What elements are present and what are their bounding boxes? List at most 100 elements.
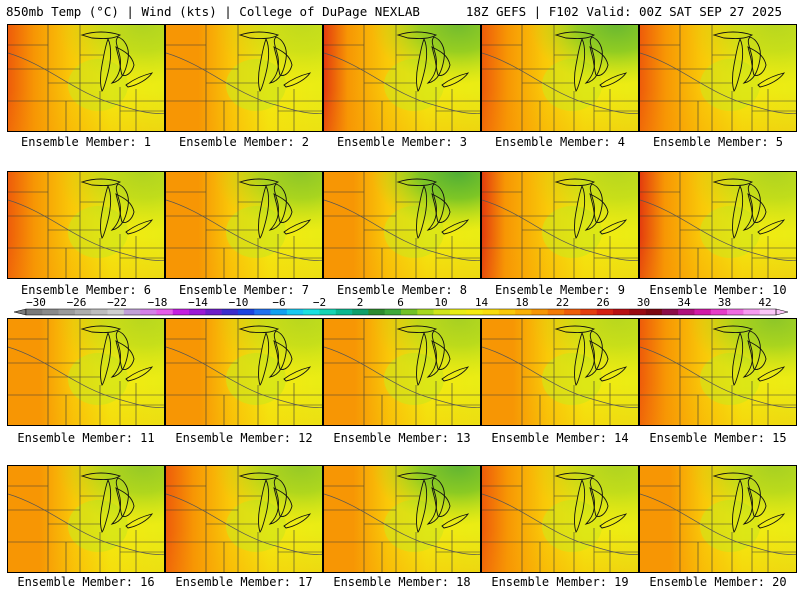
colorbar-swatch [140,309,157,315]
colorbar-tick-label: 26 [596,296,609,309]
temperature-map [482,466,638,572]
colorbar-swatch [303,309,320,315]
temperature-map [324,172,480,278]
ensemble-member-label: Ensemble Member: 6 [20,283,152,297]
ensemble-member-label: Ensemble Member: 11 [17,431,155,445]
colorbar-swatch [678,309,695,315]
ensemble-panel [323,24,481,132]
colorbar-tick-label: 10 [434,296,447,309]
colorbar-swatch [433,309,451,315]
colorbar-swatch [368,309,385,315]
colorbar-swatch [205,309,222,315]
ensemble-panel [481,318,639,426]
colorbar-swatch [384,309,402,315]
colorbar-tick-label: −30 [26,296,46,309]
colorbar-tick-label: 34 [677,296,691,309]
temperature-map [324,25,480,131]
temperature-map [640,172,796,278]
temperature-map [482,25,638,131]
colorbar-swatch [759,309,777,315]
ensemble-panel [481,171,639,279]
colorbar-swatch [612,309,630,315]
colorbar-swatch [123,309,141,315]
temperature-map [166,172,322,278]
ensemble-panel [7,171,165,279]
ensemble-member-label: Ensemble Member: 18 [333,575,471,589]
colorbar-tick-label: −14 [188,296,208,309]
temperature-map [166,319,322,425]
colorbar-swatch [547,309,565,315]
colorbar-tick-label: −22 [107,296,127,309]
temperature-map [324,319,480,425]
temperature-map [8,25,164,131]
colorbar-swatch [580,309,597,315]
ensemble-panel [7,465,165,573]
colorbar-swatch [42,309,59,315]
temperature-map [166,25,322,131]
colorbar-tick-label: 18 [515,296,528,309]
run-valid-time: 18Z GEFS | F102 Valid: 00Z SAT SEP 27 20… [465,4,782,19]
ensemble-member-label: Ensemble Member: 5 [652,135,784,149]
colorbar-tick-label: 22 [556,296,569,309]
colorbar-left-arrow [13,308,27,316]
ensemble-member-label: Ensemble Member: 1 [20,135,152,149]
colorbar-tick-label: 2 [357,296,364,309]
colorbar-swatch [482,309,500,315]
ensemble-panel [7,24,165,132]
colorbar-swatch [58,309,76,315]
ensemble-panel [165,465,323,573]
colorbar-swatch [694,309,712,315]
colorbar-swatch [352,309,369,315]
colorbar-swatch [629,309,646,315]
ensemble-panel [481,465,639,573]
colorbar-swatch [107,309,125,315]
colorbar-swatch [727,309,744,315]
ensemble-member-label: Ensemble Member: 2 [178,135,310,149]
colorbar-tick-label: 6 [397,296,404,309]
colorbar-swatch [237,309,255,315]
colorbar-swatch [498,309,516,315]
colorbar-swatch [286,309,304,315]
colorbar-swatch [515,309,532,315]
ensemble-member-label: Ensemble Member: 17 [175,575,313,589]
ensemble-panel [639,171,797,279]
colorbar-swatch [417,309,434,315]
temperature-map [482,172,638,278]
colorbar-swatch [564,309,581,315]
ensemble-panel [165,24,323,132]
colorbar-swatch [74,309,92,315]
colorbar-tick-label: 14 [475,296,489,309]
ensemble-panel [165,318,323,426]
colorbar-tick-label: −6 [272,296,285,309]
colorbar-swatch [189,309,206,315]
ensemble-member-label: Ensemble Member: 20 [649,575,787,589]
temperature-map [482,319,638,425]
temperature-map [640,25,796,131]
temperature-map [640,466,796,572]
colorbar-swatch [661,309,679,315]
colorbar-swatch [221,309,239,315]
colorbar-swatch [710,309,728,315]
colorbar-swatch [466,309,483,315]
temperature-map [640,319,796,425]
colorbar-swatch [449,309,467,315]
colorbar-swatch [254,309,271,315]
colorbar-tick-label: −18 [148,296,168,309]
colorbar-tick-label: 38 [718,296,731,309]
ensemble-panel [639,465,797,573]
colorbar-swatch [156,309,174,315]
temperature-map [166,466,322,572]
colorbar-swatch [172,309,190,315]
ensemble-member-label: Ensemble Member: 3 [336,135,468,149]
ensemble-member-label: Ensemble Member: 9 [494,283,626,297]
ensemble-panel [7,318,165,426]
colorbar-tick-label: 42 [758,296,771,309]
ensemble-panel [323,171,481,279]
ensemble-member-label: Ensemble Member: 14 [491,431,629,445]
ensemble-panel [639,24,797,132]
ensemble-member-label: Ensemble Member: 12 [175,431,313,445]
ensemble-member-label: Ensemble Member: 13 [333,431,471,445]
ensemble-member-label: Ensemble Member: 10 [649,283,787,297]
temperature-map [8,319,164,425]
colorbar-tick-label: −10 [229,296,249,309]
